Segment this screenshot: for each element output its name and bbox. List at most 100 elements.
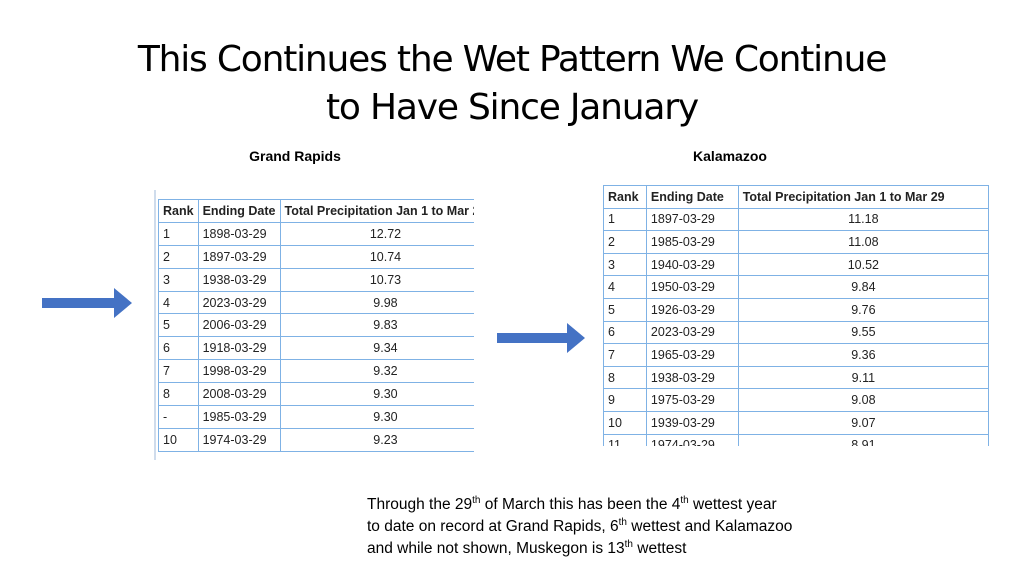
table-row: 8 1938-03-29 9.11 [603,365,989,390]
table-row: 9 1975-03-29 9.08 [603,388,989,412]
table-cell: 4 [603,275,647,299]
table-cell: 1 [158,221,199,246]
table-cell: 9.84 [737,275,989,299]
note-line: Through the 29th of March this has been … [367,494,792,516]
table-cell: 1985-03-29 [197,405,281,429]
table-cell: 2 [603,230,647,254]
table-cell: 1975-03-29 [645,388,739,412]
table-cell: 1998-03-29 [197,359,281,384]
table-cell: 2 [158,244,199,269]
note-line: and while not shown, Muskegon is 13th we… [367,538,792,560]
note-line: to date on record at Grand Rapids, 6th w… [367,516,792,538]
table-cell: 1938-03-29 [645,365,739,390]
data-table: Rank Ending Date Total Precipitation Jan 1… [603,185,989,446]
note: Through the 29th of March this has been … [367,494,792,560]
table-row: 7 1965-03-29 9.36 [603,343,989,367]
table-row: 1 1897-03-29 11.18 [603,207,989,232]
table-cell: 1965-03-29 [645,343,739,367]
table-cell: 8 [158,382,199,407]
table-cell: 9 [603,388,647,412]
superscript: th [618,516,627,528]
column-header: Total Precipitation Jan 1 to Mar 29 [737,185,989,209]
data-table: Rank Ending Date Total Precipitation Jan 1… [158,199,474,452]
table-cell: 4 [158,290,199,315]
table-cell: 9.98 [279,290,474,315]
column-header: Rank [158,199,199,223]
table-cell: 1897-03-29 [197,244,281,269]
superscript: th [472,494,481,506]
table-cell: 1918-03-29 [197,336,281,361]
table-row: 11 1974-03-29 8.91 [603,433,989,446]
title-line: to Have Since January [326,87,699,128]
table-row: 3 1940-03-29 10.52 [603,252,989,277]
table-cell: 9.08 [737,388,989,412]
table-cell: 8.91 [737,433,989,446]
table-cell: 1898-03-29 [197,221,281,246]
table-row: 5 1926-03-29 9.76 [603,297,989,322]
table-cell: 2006-03-29 [197,313,281,338]
table-cell: 1897-03-29 [645,207,739,232]
note-text: wettest year [688,496,777,513]
table-cell: 1939-03-29 [645,410,739,435]
note-text: wettest and Kalamazoo [626,518,793,535]
table-cell: 9.11 [737,365,989,390]
table-row: 6 2023-03-29 9.55 [603,320,989,345]
table-cell: 9.34 [279,336,474,361]
table-row: 10 1974-03-29 9.23 [158,427,474,452]
table-cell: 11.08 [737,230,989,254]
table-cell: 1950-03-29 [645,275,739,299]
table-cell: 10.73 [279,267,474,292]
table-cell: 9.07 [737,410,989,435]
table-cell: 10.74 [279,244,474,269]
table-cell: 2023-03-29 [197,290,281,315]
table-cell: 7 [158,359,199,384]
table-row: 2 1897-03-29 10.74 [158,244,474,269]
table-label: Grand Rapids [249,148,341,164]
table-cell: 10 [158,427,199,452]
table-cell: 9.23 [279,427,474,452]
superscript: th [680,494,689,506]
table-row: 2 1985-03-29 11.08 [603,230,989,254]
header-row: Rank Ending Date Total Precipitation Jan 1… [158,199,474,223]
table-cell: 7 [603,343,647,367]
note-text: and while not shown, Muskegon is 13 [367,540,625,557]
table-row: 4 2023-03-29 9.98 [158,290,474,315]
column-header: Total Precipitation Jan 1 to Mar 29 [279,199,474,223]
table-cell: 1 [603,207,647,232]
table-cell: 9.36 [737,343,989,367]
table-row: 5 2006-03-29 9.83 [158,313,474,338]
table-cell: 2008-03-29 [197,382,281,407]
table-cell: - [158,405,199,429]
table-cell: 1974-03-29 [197,427,281,452]
table-cell: 12.72 [279,221,474,246]
table-row: 6 1918-03-29 9.34 [158,336,474,361]
note-text: to date on record at Grand Rapids, 6 [367,518,619,535]
table-container: Rank Ending Date Total Precipitation Jan 1… [158,199,474,461]
table-container: Rank Ending Date Total Precipitation Jan 1… [603,185,989,446]
table-cell: 9.55 [737,320,989,345]
table-cell: 5 [603,297,647,322]
table-cell: 9.76 [737,297,989,322]
table-cell: 11 [603,433,647,446]
table-cell: 1974-03-29 [645,433,739,446]
table-cell: 11.18 [737,207,989,232]
column-header: Ending Date [197,199,281,223]
column-header: Rank [603,185,647,209]
table-row: 8 2008-03-29 9.30 [158,382,474,407]
table-cell: 1926-03-29 [645,297,739,322]
table-cell: 3 [603,252,647,277]
table-cell: 9.32 [279,359,474,384]
table-cell: 5 [158,313,199,338]
table-cell: 1938-03-29 [197,267,281,292]
title-line: This Continues the Wet Pattern We Contin… [137,39,888,80]
table-cell: 8 [603,365,647,390]
note-text: Through the 29 [367,496,473,513]
note-text: wettest [632,540,687,557]
table-cell: 10 [603,410,647,435]
table-cell: 6 [158,336,199,361]
slide-title: This Continues the Wet Pattern We Contin… [0,36,1024,132]
table-row: -1985-03-29 9.30 [158,405,474,429]
table-row: 4 1950-03-29 9.84 [603,275,989,299]
